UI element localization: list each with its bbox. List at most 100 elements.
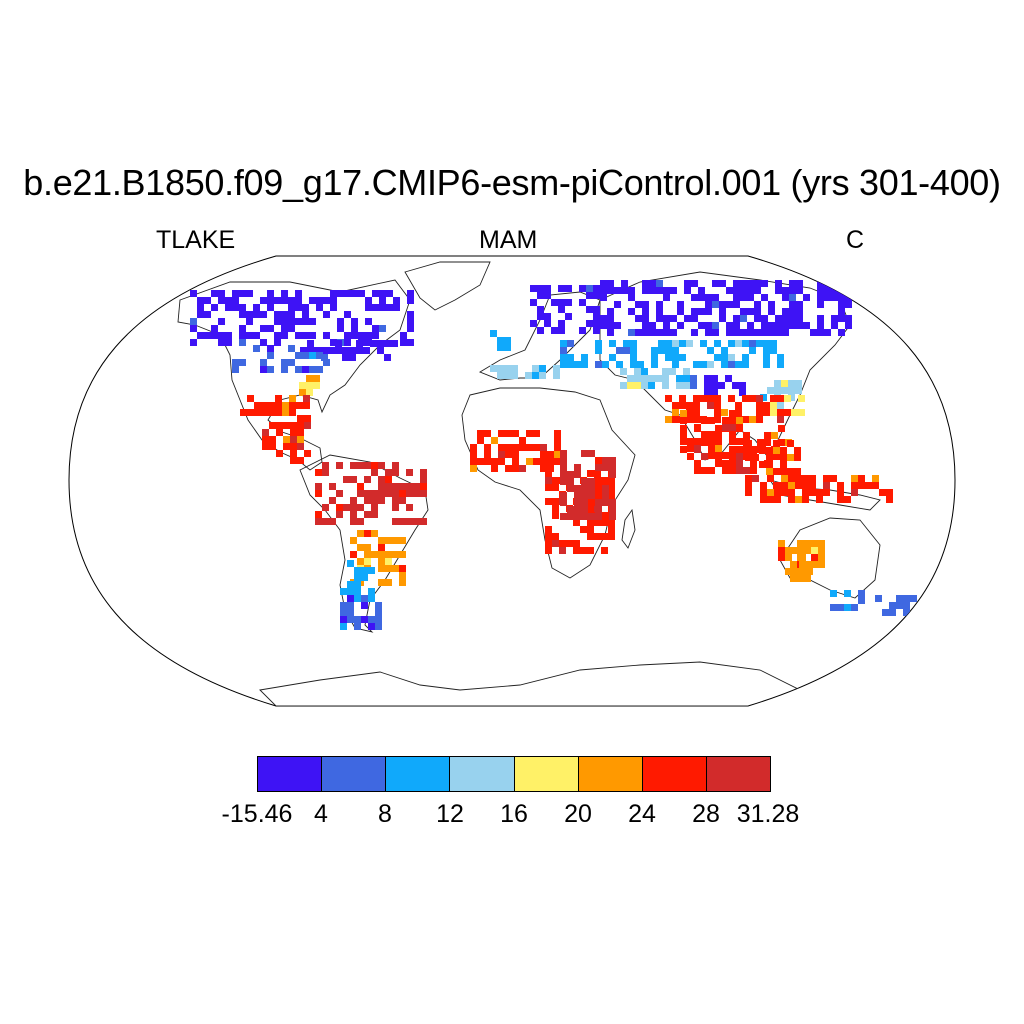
lake-cell: [579, 327, 586, 334]
lake-cell: [295, 366, 302, 373]
lake-cell: [872, 475, 879, 482]
lake-cell: [407, 290, 414, 297]
lake-cell: [726, 301, 733, 308]
lake-cell: [754, 301, 761, 308]
lake-cell: [364, 476, 371, 483]
lake-cell: [267, 352, 274, 359]
lake-cell: [347, 595, 354, 602]
lake-cell: [773, 489, 780, 496]
lake-cell: [537, 327, 544, 334]
lake-cell: [656, 308, 663, 315]
lake-cell: [368, 595, 375, 602]
lake-cell: [581, 361, 588, 368]
lake-cell: [567, 354, 574, 361]
lake-cell: [707, 402, 714, 409]
lake-cell: [407, 339, 414, 346]
lake-cell: [260, 311, 267, 318]
lake-cell: [349, 347, 356, 354]
lake-cell: [729, 417, 736, 424]
lake-cell: [304, 422, 311, 429]
lake-cell: [275, 409, 282, 416]
lake-cell: [782, 294, 789, 301]
lake-cell: [794, 447, 801, 454]
lake-cell: [295, 332, 302, 339]
lake-cell: [581, 499, 588, 506]
lake-cell: [253, 311, 260, 318]
lake-cell: [567, 513, 574, 520]
lake-cell: [261, 402, 268, 409]
lake-cell: [677, 301, 684, 308]
lake-cell: [634, 368, 641, 375]
lake-cell: [642, 308, 649, 315]
lake-cell: [378, 483, 385, 490]
lake-cell: [865, 482, 872, 489]
lake-cell: [574, 361, 581, 368]
lake-cell: [600, 294, 607, 301]
lake-cell: [246, 311, 253, 318]
lake-cell: [711, 375, 718, 382]
lake-cell: [684, 287, 691, 294]
lake-cell: [781, 489, 788, 496]
lake-cell: [253, 345, 260, 352]
lake-cell: [392, 497, 399, 504]
lake-cell: [574, 513, 581, 520]
lake-cell: [764, 432, 771, 439]
lake-cell: [580, 526, 587, 533]
lake-cell: [372, 304, 379, 311]
lake-cell: [630, 354, 637, 361]
lake-cell: [299, 389, 306, 396]
lake-cell: [361, 602, 368, 609]
lake-cell: [290, 436, 297, 443]
lake-cell: [336, 462, 343, 469]
lake-cell: [733, 301, 740, 308]
lake-cell: [788, 380, 795, 387]
lake-cell: [512, 451, 519, 458]
lake-cell: [290, 450, 297, 457]
lake-cell: [608, 484, 615, 491]
lake-cell: [386, 304, 393, 311]
lake-cell: [218, 290, 225, 297]
lake-cell: [656, 287, 663, 294]
lake-cell: [728, 361, 735, 368]
lake-cell: [656, 301, 663, 308]
lake-cell: [903, 609, 910, 616]
lake-cell: [771, 432, 778, 439]
lake-cell: [385, 469, 392, 476]
lake-cell: [787, 454, 794, 461]
lake-cell: [817, 301, 824, 308]
lake-cell: [567, 506, 574, 513]
lake-cell: [704, 389, 711, 396]
lake-cell: [795, 482, 802, 489]
lake-cell: [288, 318, 295, 325]
lake-cell: [218, 332, 225, 339]
lake-cell: [795, 387, 802, 394]
lake-cell: [289, 395, 296, 402]
lake-cell: [804, 575, 811, 582]
lake-cell: [609, 457, 616, 464]
colorbar-tick: -15.46: [221, 800, 293, 828]
lake-cell: [609, 471, 616, 478]
lake-cell: [704, 382, 711, 389]
lake-cell: [725, 375, 732, 382]
lake-cell: [393, 304, 400, 311]
lake-cell: [477, 458, 484, 465]
lake-cell: [690, 375, 697, 382]
lake-cell: [621, 287, 628, 294]
lake-cell: [760, 489, 767, 496]
lake-cell: [602, 492, 609, 499]
lake-cell: [336, 490, 343, 497]
lake-cell: [796, 287, 803, 294]
lake-cell: [420, 483, 427, 490]
lake-cell: [740, 315, 747, 322]
lake-cell: [607, 287, 614, 294]
lake-cell: [574, 499, 581, 506]
lake-cell: [505, 451, 512, 458]
lake-cell: [357, 483, 364, 490]
lake-cell: [790, 561, 797, 568]
lake-cell: [711, 382, 718, 389]
lake-cell: [787, 468, 794, 475]
lake-cell: [545, 498, 552, 505]
lake-cell: [775, 329, 782, 336]
lake-cell: [818, 547, 825, 554]
lake-cell: [651, 347, 658, 354]
